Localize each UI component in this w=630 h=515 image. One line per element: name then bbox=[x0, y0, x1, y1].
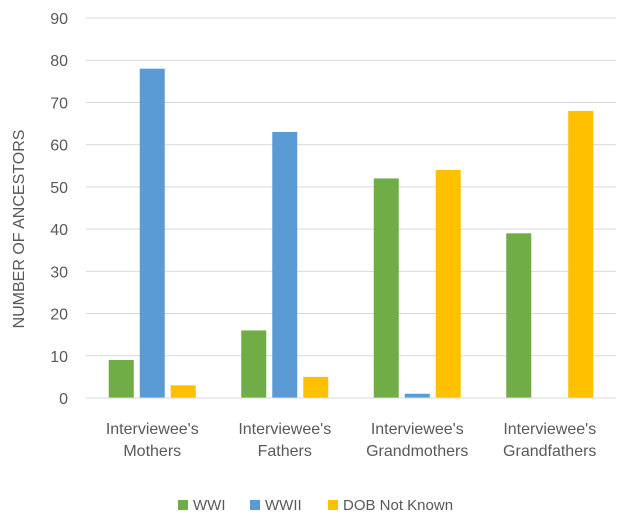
x-category-labels: Interviewee's Mothers Interviewee's Fathers… bbox=[106, 421, 597, 460]
legend-label: WWI bbox=[193, 497, 225, 514]
x-category-label: Interviewee's Grandmothers bbox=[366, 421, 468, 460]
gridlines bbox=[86, 17, 616, 357]
legend-swatch bbox=[178, 500, 188, 510]
bar-dob-not-known bbox=[170, 385, 196, 398]
legend-label: DOB Not Known bbox=[343, 497, 453, 514]
y-tick-label: 0 bbox=[59, 391, 68, 408]
legend-swatch bbox=[250, 500, 260, 510]
y-tick-label: 50 bbox=[50, 180, 68, 197]
x-category-label: Interviewee's Grandfathers bbox=[503, 421, 596, 460]
legend-swatch bbox=[328, 500, 338, 510]
bar-dob-not-known bbox=[568, 110, 594, 398]
bar-wwi bbox=[506, 233, 532, 398]
legend: WWI WWII DOB Not Known bbox=[178, 497, 453, 514]
x-category-label: Interviewee's Fathers bbox=[238, 421, 331, 460]
y-tick-label: 30 bbox=[50, 264, 68, 281]
bar-wwii bbox=[404, 393, 430, 398]
bar-wwii bbox=[139, 68, 165, 399]
y-tick-label: 80 bbox=[50, 53, 68, 70]
y-tick-labels: 0 10 20 30 40 50 60 70 80 90 bbox=[50, 11, 68, 408]
x-category-label: Interviewee's Mothers bbox=[106, 421, 199, 460]
y-tick-label: 90 bbox=[50, 11, 68, 28]
y-axis-label: NUMBER OF ANCESTORS bbox=[11, 130, 28, 329]
legend-label: WWII bbox=[265, 497, 302, 514]
y-tick-label: 40 bbox=[50, 222, 68, 239]
y-tick-label: 10 bbox=[50, 349, 68, 366]
bar-wwi bbox=[373, 178, 399, 398]
y-tick-label: 60 bbox=[50, 138, 68, 155]
bars bbox=[108, 68, 594, 399]
y-tick-label: 70 bbox=[50, 95, 68, 112]
bar-dob-not-known bbox=[435, 170, 461, 398]
bar-dob-not-known bbox=[303, 376, 329, 398]
bar-wwii bbox=[272, 132, 298, 398]
y-tick-label: 20 bbox=[50, 307, 68, 324]
bar-wwi bbox=[108, 360, 134, 398]
bar-wwi bbox=[241, 330, 267, 398]
